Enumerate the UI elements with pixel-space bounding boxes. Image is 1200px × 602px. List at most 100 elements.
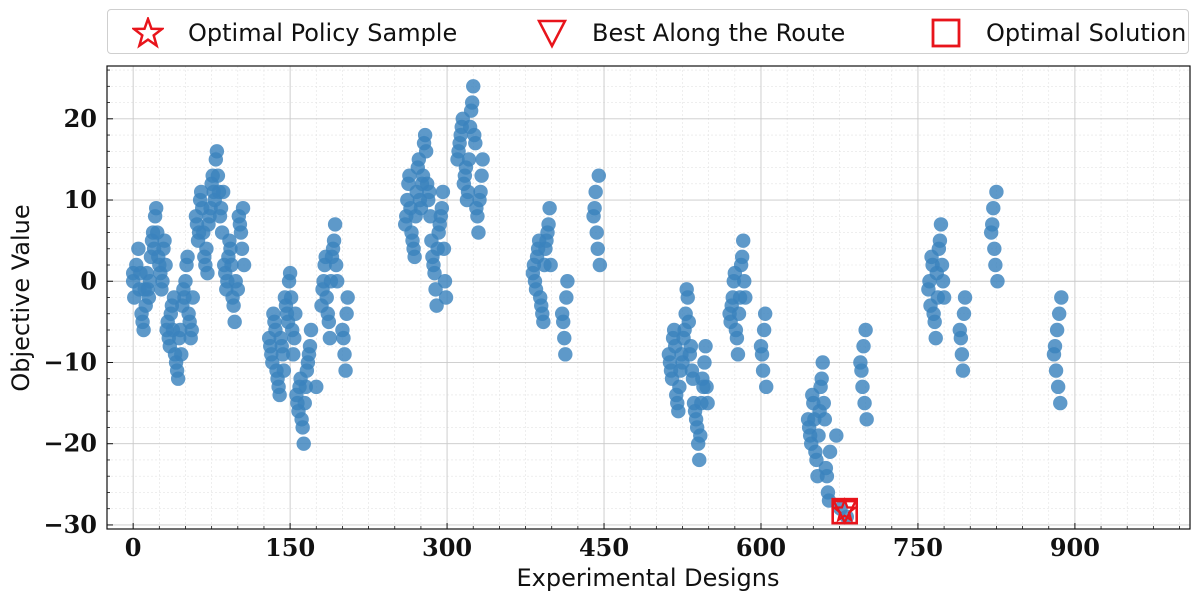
data-point: [275, 347, 290, 362]
data-point: [471, 225, 486, 240]
data-point: [474, 168, 489, 183]
data-point: [466, 79, 481, 94]
data-point: [858, 322, 873, 338]
data-point: [955, 363, 971, 378]
data-point: [339, 306, 354, 321]
data-point: [302, 339, 318, 354]
data-point: [464, 95, 480, 110]
data-point: [174, 347, 189, 362]
data-point: [556, 314, 571, 330]
data-point: [681, 314, 696, 330]
data-point: [236, 257, 252, 273]
y-tick-label: −20: [43, 429, 97, 458]
data-point: [276, 363, 292, 378]
data-point: [473, 184, 488, 200]
x-tick-label: 900: [1050, 533, 1100, 562]
data-point: [224, 257, 239, 273]
data-point: [338, 363, 353, 378]
y-tick-label: 20: [64, 104, 97, 133]
data-point: [434, 200, 450, 216]
data-point: [558, 347, 573, 362]
data-point: [819, 469, 835, 484]
data-point: [857, 395, 872, 411]
data-point: [936, 290, 952, 305]
data-point: [542, 200, 557, 216]
data-point: [234, 241, 250, 256]
y-tick-label: 10: [64, 185, 97, 214]
data-point: [1054, 290, 1069, 305]
data-point: [680, 290, 695, 305]
data-point: [592, 257, 608, 273]
data-point: [136, 322, 151, 338]
data-point: [855, 379, 870, 395]
data-point: [933, 217, 949, 232]
data-point: [989, 184, 1004, 200]
data-point: [755, 363, 771, 378]
star-icon: [132, 16, 164, 49]
data-point: [170, 371, 186, 386]
data-point: [1049, 322, 1065, 338]
data-point: [283, 290, 299, 305]
y-tick-label: −10: [43, 347, 97, 376]
y-tick-label: −30: [43, 510, 97, 539]
data-point: [560, 274, 575, 289]
data-point: [559, 290, 574, 305]
data-point: [417, 127, 433, 143]
x-tick-label: 600: [736, 533, 786, 562]
data-point: [756, 322, 772, 338]
data-point: [141, 290, 157, 305]
data-point: [326, 233, 342, 248]
data-point: [272, 387, 287, 403]
data-point: [672, 379, 687, 395]
data-point: [557, 330, 572, 346]
data-point: [1048, 363, 1064, 378]
legend-label: Optimal Solution: [986, 18, 1187, 47]
data-point: [215, 184, 231, 200]
data-point: [854, 363, 869, 378]
data-point: [927, 314, 942, 330]
data-point: [429, 298, 444, 313]
data-point: [303, 322, 319, 338]
data-point: [985, 217, 1000, 232]
data-point: [543, 257, 558, 273]
square-icon: [931, 18, 961, 47]
data-point: [859, 412, 874, 427]
data-point: [158, 257, 173, 273]
data-point: [330, 274, 345, 289]
data-point: [327, 217, 343, 232]
data-point: [235, 200, 251, 216]
legend-label: Optimal Policy Sample: [188, 18, 458, 47]
data-point: [230, 282, 245, 297]
data-point: [422, 184, 437, 200]
data-point: [1047, 339, 1063, 354]
data-point: [811, 428, 826, 443]
data-point: [990, 274, 1005, 289]
data-point: [427, 265, 442, 281]
data-point: [428, 282, 443, 297]
x-tick-label: 450: [579, 533, 629, 562]
data-point: [328, 257, 344, 273]
data-point: [731, 306, 747, 321]
data-point: [1050, 379, 1066, 395]
data-point: [200, 265, 215, 281]
triangle-down-icon: [536, 19, 568, 49]
data-point: [157, 233, 172, 248]
data-point: [337, 347, 352, 362]
data-point: [210, 168, 226, 183]
data-point: [935, 274, 951, 289]
data-point: [223, 241, 238, 256]
data-point: [815, 355, 830, 370]
data-point: [180, 249, 195, 265]
axis-ticks: [106, 69, 1180, 529]
data-point: [184, 322, 199, 338]
data-point: [286, 347, 301, 362]
data-point: [1053, 395, 1068, 411]
data-point: [418, 144, 434, 159]
data-point: [587, 200, 602, 216]
data-point: [932, 233, 948, 248]
data-point: [735, 233, 751, 248]
y-tick-label: 0: [80, 266, 97, 295]
minor-grid: [106, 66, 1190, 529]
data-point: [131, 241, 146, 256]
x-tick-label: 300: [422, 533, 472, 562]
